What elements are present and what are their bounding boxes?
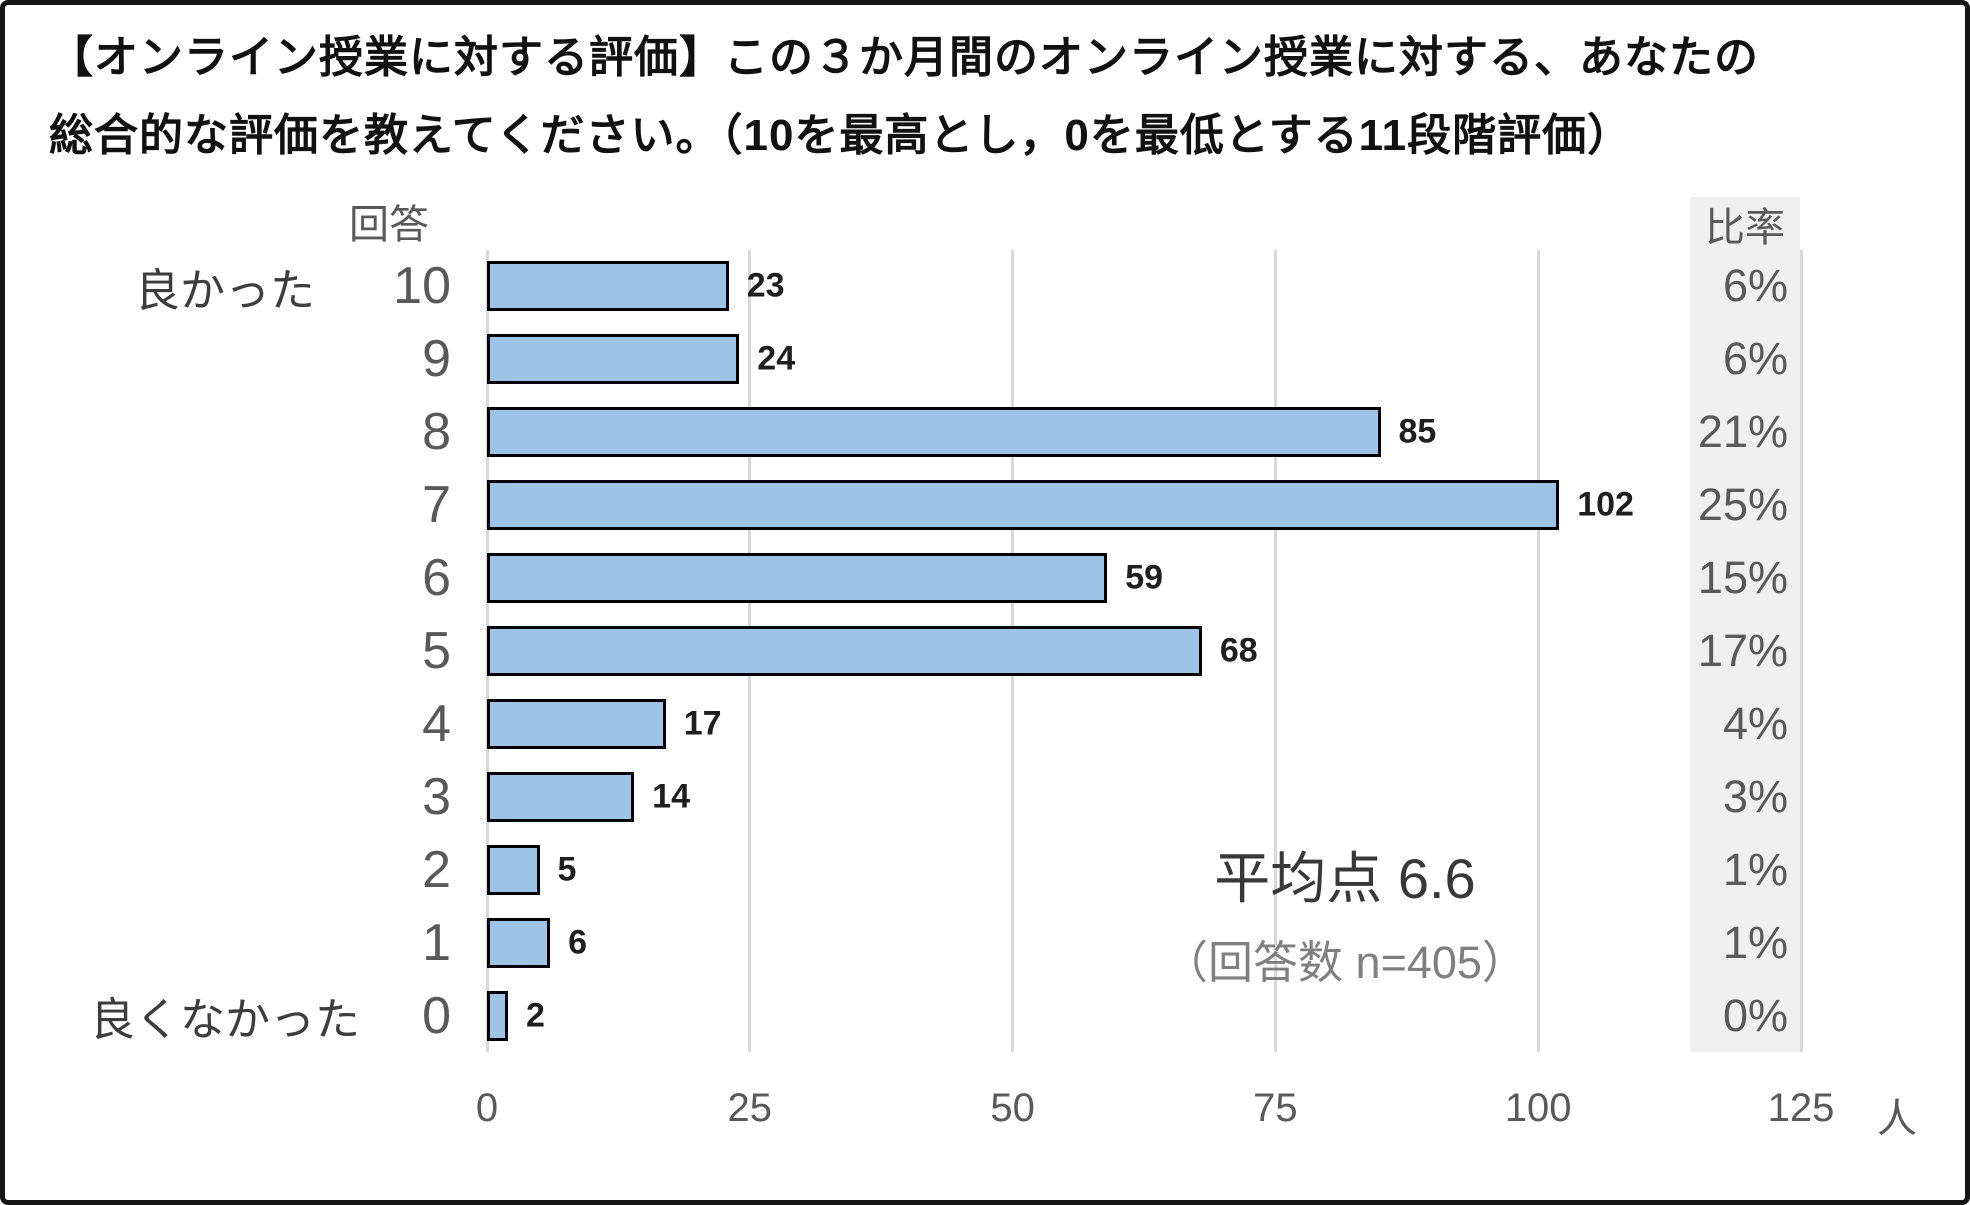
bar-value-label-2: 5	[557, 850, 577, 889]
ratio-value-8: 21%	[1697, 406, 1788, 458]
ratio-value-4: 4%	[1722, 697, 1788, 749]
ratio-header: 比率	[1705, 205, 1785, 250]
bar-score-1	[487, 917, 551, 968]
chart-title-line-2: 総合的な評価を教えてください。（10を最高とし，0を最低とする11段階評価）	[49, 111, 1633, 160]
bar-value-label-4: 17	[683, 704, 722, 743]
y-axis-label-9: 9	[422, 330, 451, 389]
bar-value-label-9: 24	[757, 339, 796, 378]
gridline-100	[1536, 250, 1540, 1052]
x-tick-label-75: 75	[1253, 1086, 1298, 1130]
bar-row-8: 85	[487, 396, 1801, 469]
chart-title: 【オンライン授業に対する評価】この３か月間のオンライン授業に対する、あなたの 総…	[49, 19, 1939, 175]
ratio-value-0: 0%	[1722, 989, 1788, 1041]
y-axis-labels: 10 9 8 7 6 5 4 3 2 1 0	[315, 250, 451, 1052]
bar-series: 23 24 85 102 59 68 17 14 5 6 2	[487, 250, 1801, 1052]
bar-row-1: 6	[487, 906, 1801, 979]
plot-area: 23 24 85 102 59 68 17 14 5 6 2 平均点 6.6 （回答数 n=405）	[485, 250, 1803, 1052]
x-axis: 0 25 50 75 100 125 人	[476, 1052, 1917, 1147]
y-axis-label-1: 1	[422, 913, 451, 972]
ratio-value-2: 1%	[1722, 843, 1788, 895]
ratio-value-1: 1%	[1722, 916, 1788, 968]
bar-score-0	[487, 990, 509, 1041]
bar-row-5: 68	[487, 615, 1801, 688]
y-axis-header: 回答	[349, 203, 429, 247]
ratio-value-10: 6%	[1722, 260, 1788, 312]
bar-row-4: 17	[487, 687, 1801, 760]
y-axis-label-7: 7	[422, 476, 451, 535]
bar-row-9: 24	[487, 323, 1801, 396]
bar-score-8	[487, 407, 1381, 458]
bar-score-2	[487, 844, 540, 895]
bar-value-label-0: 2	[526, 996, 545, 1035]
mean-score-annotation: 平均点 6.6	[1214, 847, 1476, 910]
y-axis-label-2: 2	[422, 840, 451, 899]
x-tick-label-25: 25	[727, 1086, 773, 1130]
bar-value-label-10: 23	[746, 266, 785, 305]
bar-score-7	[487, 480, 1560, 531]
ratio-value-9: 6%	[1722, 333, 1788, 385]
chart-title-line-1: 【オンライン授業に対する評価】この３か月間のオンライン授業に対する、あなたの	[49, 33, 1759, 82]
bar-row-0: 2	[487, 979, 1801, 1052]
bar-score-6	[487, 553, 1108, 604]
bar-value-label-3: 14	[652, 777, 690, 816]
bar-value-label-7: 102	[1577, 485, 1634, 524]
gridline-125	[1799, 250, 1803, 1052]
y-axis-label-8: 8	[422, 403, 451, 462]
respondent-count-annotation: （回答数 n=405）	[1163, 937, 1527, 988]
category-top-label: 良かった	[134, 265, 315, 316]
x-tick-label-0: 0	[475, 1086, 499, 1130]
y-axis-label-10: 10	[393, 257, 451, 316]
bar-row-2: 5	[487, 833, 1801, 906]
ratio-value-6: 15%	[1697, 552, 1788, 604]
bar-score-10	[487, 261, 729, 312]
ratio-value-7: 25%	[1697, 479, 1788, 531]
bar-row-10: 23	[487, 250, 1801, 323]
ratio-value-3: 3%	[1722, 770, 1788, 822]
y-axis-label-4: 4	[422, 694, 451, 753]
ratio-values: 6% 6% 21% 25% 15% 17% 4% 3% 1% 1% 0%	[1690, 250, 1800, 1052]
bar-score-4	[487, 698, 666, 749]
y-axis-label-5: 5	[422, 621, 451, 680]
ratio-value-5: 17%	[1697, 624, 1788, 676]
bar-value-label-5: 68	[1219, 631, 1258, 670]
x-axis-unit-label: 人	[1877, 1097, 1917, 1141]
x-tick-label-100: 100	[1504, 1086, 1572, 1130]
bar-row-7: 102	[487, 469, 1801, 542]
bar-value-label-8: 85	[1398, 412, 1437, 451]
x-tick-label-50: 50	[990, 1086, 1035, 1130]
ratio-panel: 比率 6% 6% 21% 25% 15% 17% 4% 3% 1% 1% 0%	[1690, 197, 1800, 1052]
y-axis-label-3: 3	[422, 767, 451, 826]
gridline-75	[1273, 250, 1277, 1052]
bar-row-3: 14	[487, 760, 1801, 833]
y-axis-label-0: 0	[422, 986, 451, 1045]
bar-score-5	[487, 625, 1202, 676]
bar-value-label-1: 6	[568, 923, 587, 962]
bar-value-label-6: 59	[1125, 558, 1164, 597]
bar-score-9	[487, 334, 740, 385]
category-bottom-label: 良くなかった	[89, 994, 360, 1045]
annotation-block: 平均点 6.6 （回答数 n=405）	[1135, 848, 1555, 988]
bar-score-3	[487, 771, 635, 822]
y-axis-label-6: 6	[422, 549, 451, 608]
x-tick-label-125: 125	[1767, 1086, 1835, 1130]
bar-row-6: 59	[487, 542, 1801, 615]
